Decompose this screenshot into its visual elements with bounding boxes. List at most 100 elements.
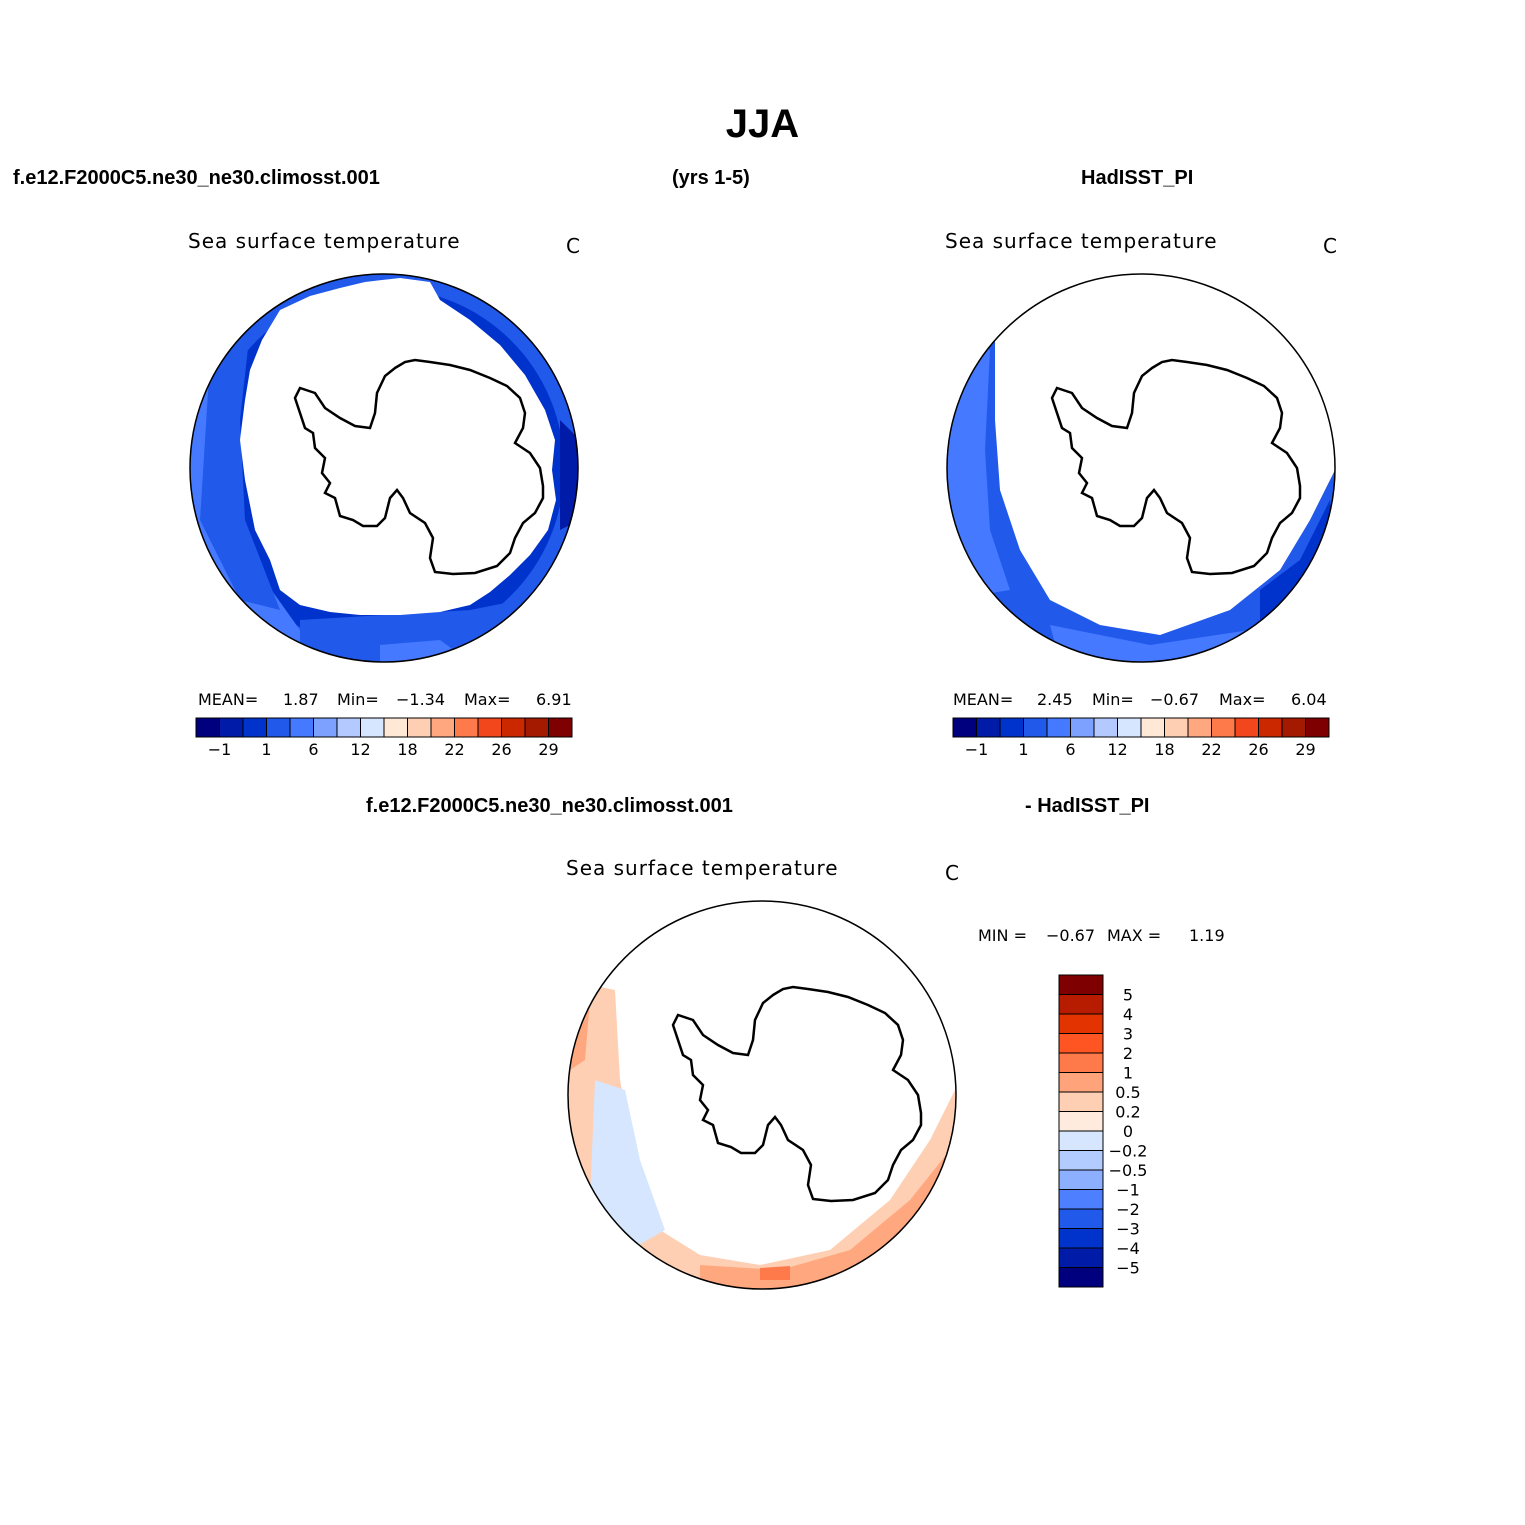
obs-colorbar-swatch — [952, 717, 977, 738]
diff-colorbar-swatch — [1058, 1189, 1104, 1210]
diff-min-value: −0.67 — [1046, 926, 1096, 945]
case-name: f.e12.F2000C5.ne30_ne30.climosst.001 — [13, 167, 380, 189]
diff-colorbar-tick-label: −3 — [1116, 1220, 1140, 1239]
model-colorbar-swatch — [407, 717, 432, 738]
obs-colorbar-swatch — [1281, 717, 1306, 738]
diff-colorbar-tick-label: 0.2 — [1115, 1103, 1140, 1122]
diff-colorbar-tick-label: 2 — [1123, 1044, 1133, 1063]
obs-colorbar-tick-label: 18 — [1154, 740, 1174, 759]
model-panel-title: Sea surface temperature — [188, 229, 461, 253]
obs-panel-title: Sea surface temperature — [945, 229, 1218, 253]
diff-colorbar-tick-label: 5 — [1123, 986, 1133, 1005]
obs-colorbar-swatch — [1187, 717, 1212, 738]
diff-colorbar-swatch — [1058, 1111, 1104, 1132]
obs-max-value: 6.04 — [1291, 690, 1327, 709]
diff-colorbar-swatch — [1058, 974, 1104, 995]
diff-colorbar-swatch — [1058, 1208, 1104, 1229]
diff-colorbar-swatch — [1058, 1013, 1104, 1034]
model-colorbar-swatch — [336, 717, 361, 738]
obs-colorbar-tick-label: 29 — [1295, 740, 1315, 759]
obs-map — [946, 273, 1336, 663]
obs-units: C — [1323, 234, 1337, 258]
diff-colorbar-tick-label: −0.2 — [1109, 1142, 1148, 1161]
diff-obs-name: - HadISST_PI — [1025, 795, 1150, 817]
model-colorbar-swatch — [548, 717, 573, 738]
diff-colorbar-swatch — [1058, 1228, 1104, 1249]
model-colorbar-swatch — [242, 717, 267, 738]
diff-colorbar-swatch — [1058, 1150, 1104, 1171]
diff-max-label: MAX = — [1107, 926, 1162, 945]
obs-colorbar: −1 1 6 12 18 22 26 29 — [952, 717, 1330, 759]
diff-colorbar-tick-label: 1 — [1123, 1064, 1133, 1083]
figure-title: JJA — [725, 102, 800, 146]
model-colorbar-swatch — [430, 717, 455, 738]
obs-colorbar-swatch — [999, 717, 1024, 738]
model-min-value: −1.34 — [396, 690, 446, 709]
diff-panel-title: Sea surface temperature — [566, 856, 839, 880]
diff-colorbar-tick-label: 0 — [1123, 1122, 1133, 1141]
diff-colorbar-tick-label: −4 — [1116, 1239, 1140, 1258]
model-colorbar-swatch — [383, 717, 408, 738]
diff-colorbar-swatch — [1058, 1091, 1104, 1112]
diff-colorbar-swatch — [1058, 994, 1104, 1015]
obs-min-value: −0.67 — [1150, 690, 1200, 709]
model-colorbar-tick-label: −1 — [208, 740, 232, 759]
obs-colorbar-tick-label: 6 — [1065, 740, 1075, 759]
years-label: (yrs 1-5) — [672, 167, 750, 189]
diff-colorbar-tick-label: 3 — [1123, 1025, 1133, 1044]
diff-colorbar-swatch — [1058, 1033, 1104, 1054]
model-colorbar-tick-label: 6 — [308, 740, 318, 759]
obs-colorbar-swatch — [1093, 717, 1118, 738]
obs-colorbar-tick-label: −1 — [965, 740, 989, 759]
model-mean-label: MEAN= — [198, 690, 259, 709]
diff-colorbar-tick-label: −0.5 — [1109, 1161, 1148, 1180]
obs-colorbar-tick-label: 26 — [1248, 740, 1268, 759]
model-units: C — [566, 234, 580, 258]
model-colorbar-swatch — [266, 717, 291, 738]
model-colorbar-swatch — [219, 717, 244, 738]
model-map — [189, 273, 579, 663]
model-max-label: Max= — [464, 690, 511, 709]
model-colorbar-swatch — [360, 717, 385, 738]
obs-colorbar-swatch — [1023, 717, 1048, 738]
model-colorbar-tick-label: 1 — [261, 740, 271, 759]
diff-colorbar-tick-label: −1 — [1116, 1181, 1140, 1200]
obs-mean-value: 2.45 — [1037, 690, 1073, 709]
model-colorbar-tick-label: 22 — [444, 740, 464, 759]
diff-colorbar-swatch — [1058, 1130, 1104, 1151]
obs-colorbar-swatch — [1234, 717, 1259, 738]
diff-colorbar-tick-label: −5 — [1116, 1259, 1140, 1278]
diff-case-name: f.e12.F2000C5.ne30_ne30.climosst.001 — [366, 795, 733, 817]
diff-max-value: 1.19 — [1189, 926, 1225, 945]
model-colorbar-tick-label: 26 — [491, 740, 511, 759]
obs-colorbar-swatch — [1258, 717, 1283, 738]
obs-colorbar-swatch — [1140, 717, 1165, 738]
diff-colorbar-swatch — [1058, 1169, 1104, 1190]
diff-colorbar-tick-label: −2 — [1116, 1200, 1140, 1219]
model-colorbar-swatch — [454, 717, 479, 738]
model-colorbar-swatch — [289, 717, 314, 738]
obs-colorbar-swatch — [1305, 717, 1330, 738]
obs-max-label: Max= — [1219, 690, 1266, 709]
model-colorbar: −1 1 6 12 18 22 26 29 — [195, 717, 573, 759]
obs-colorbar-tick-label: 1 — [1018, 740, 1028, 759]
diff-units: C — [945, 861, 959, 885]
diff-colorbar-swatch — [1058, 1267, 1104, 1288]
diff-map — [567, 900, 957, 1290]
model-colorbar-tick-label: 29 — [538, 740, 558, 759]
obs-colorbar-swatch — [1117, 717, 1142, 738]
model-colorbar-swatch — [313, 717, 338, 738]
obs-colorbar-tick-label: 12 — [1107, 740, 1127, 759]
diff-colorbar-swatch — [1058, 1052, 1104, 1073]
obs-name: HadISST_PI — [1081, 167, 1194, 189]
obs-colorbar-swatch — [1070, 717, 1095, 738]
obs-colorbar-swatch — [976, 717, 1001, 738]
model-colorbar-swatch — [477, 717, 502, 738]
model-max-value: 6.91 — [536, 690, 572, 709]
model-mean-value: 1.87 — [283, 690, 319, 709]
model-colorbar-tick-label: 12 — [350, 740, 370, 759]
model-colorbar-swatch — [524, 717, 549, 738]
diff-colorbar-swatch — [1058, 1072, 1104, 1093]
